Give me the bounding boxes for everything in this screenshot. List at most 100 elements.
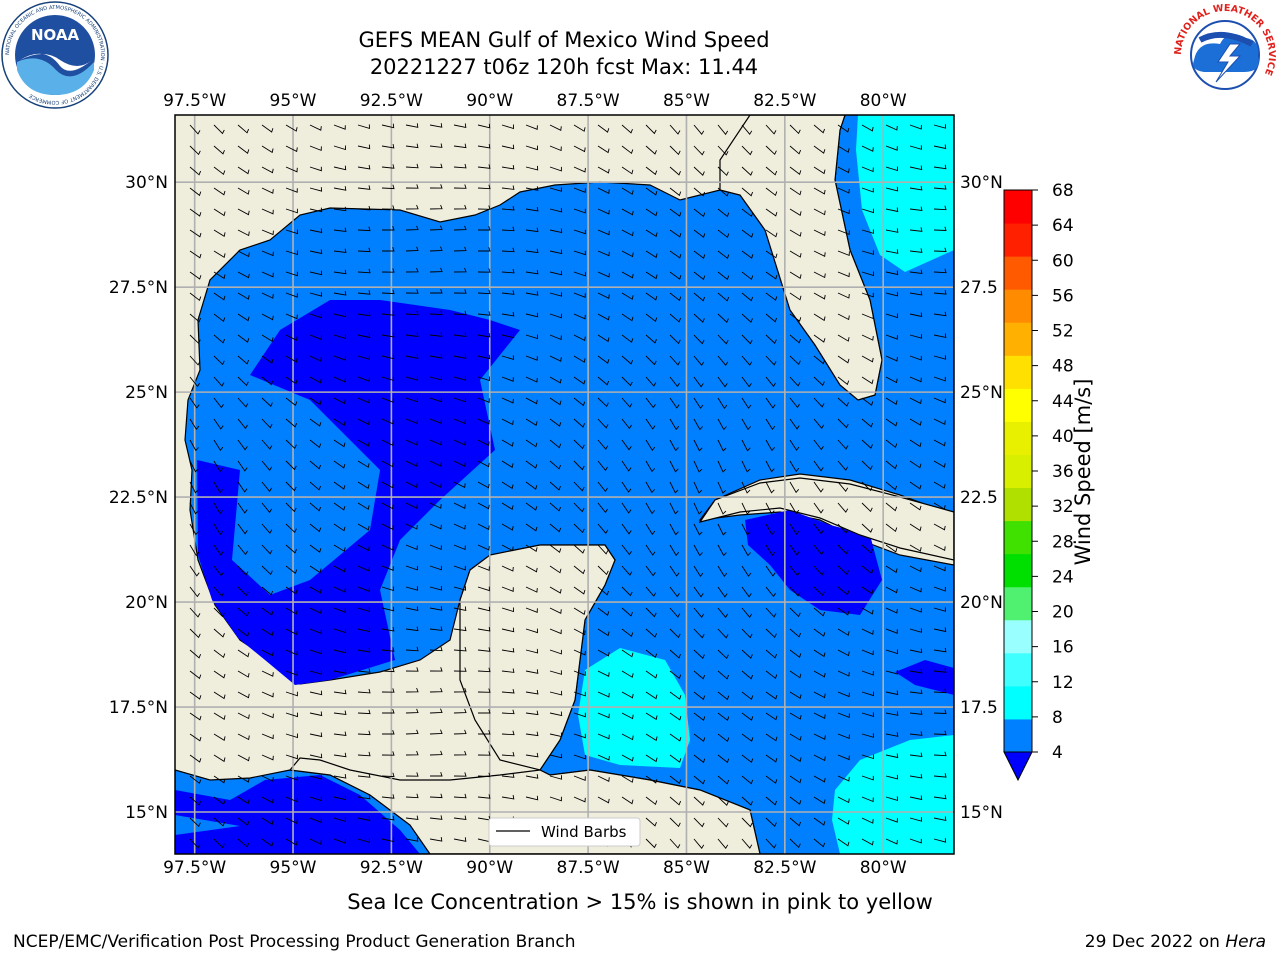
wind-barb bbox=[717, 166, 729, 177]
colorbar-segment bbox=[1004, 322, 1032, 356]
wind-barb bbox=[333, 227, 347, 233]
wind-barb bbox=[645, 481, 655, 494]
wind-barb bbox=[573, 796, 586, 803]
wind-barb bbox=[429, 750, 443, 756]
wind-barb bbox=[597, 229, 610, 236]
wind-barb bbox=[573, 334, 586, 342]
wind-barb bbox=[405, 123, 419, 128]
wind-barb bbox=[597, 250, 610, 257]
wind-barb bbox=[741, 733, 754, 742]
wind-barb bbox=[261, 607, 274, 616]
wind-barb bbox=[861, 166, 874, 173]
wind-barb bbox=[453, 397, 466, 403]
lat-tick-label: 27.5 bbox=[960, 278, 998, 298]
wind-barb bbox=[189, 460, 199, 473]
wind-barb bbox=[477, 418, 490, 425]
wind-barb bbox=[285, 502, 297, 513]
wind-barb bbox=[717, 355, 729, 366]
lat-tick-label: 15°N bbox=[125, 803, 168, 823]
wind-barb bbox=[405, 523, 418, 530]
footer-date: 29 Dec 2022 on Hera bbox=[1084, 932, 1266, 952]
wind-barb bbox=[885, 249, 899, 254]
wind-barb bbox=[453, 184, 467, 189]
wind-barb bbox=[813, 481, 824, 493]
wind-barb bbox=[405, 793, 419, 799]
wind-barb bbox=[909, 817, 923, 822]
wind-barb bbox=[309, 775, 323, 780]
wind-barb bbox=[525, 502, 538, 511]
wind-barb bbox=[741, 481, 751, 494]
wind-barb bbox=[405, 143, 419, 149]
wind-barb bbox=[237, 376, 249, 387]
wind-barb bbox=[693, 817, 705, 828]
wind-barb bbox=[645, 397, 656, 409]
wind-barb bbox=[189, 208, 202, 217]
wind-barb bbox=[189, 418, 200, 430]
wind-barb bbox=[429, 375, 443, 381]
wind-barb bbox=[549, 145, 562, 152]
wind-barb bbox=[189, 523, 199, 536]
wind-barb bbox=[621, 607, 633, 617]
colorbar-under-arrow bbox=[1003, 751, 1033, 782]
wind-barb bbox=[549, 313, 562, 319]
legend-label: Wind Barbs bbox=[541, 823, 627, 841]
wind-barb bbox=[381, 606, 395, 612]
wind-barb bbox=[741, 376, 752, 388]
wind-barb bbox=[813, 397, 825, 408]
wind-barb bbox=[813, 565, 825, 576]
wind-barb bbox=[189, 565, 200, 577]
wind-barb bbox=[501, 205, 515, 211]
wind-barb bbox=[693, 355, 705, 366]
wind-barb bbox=[837, 712, 850, 719]
wind-barb bbox=[237, 166, 250, 175]
wind-barb bbox=[765, 355, 777, 366]
wind-barb bbox=[789, 754, 802, 763]
wind-barb bbox=[885, 732, 899, 737]
wind-barb bbox=[597, 649, 610, 657]
wind-barb bbox=[189, 586, 200, 598]
lon-tick-label: 87.5°W bbox=[557, 91, 620, 111]
wind-barb bbox=[789, 208, 802, 217]
wind-barb bbox=[861, 292, 874, 298]
wind-barb bbox=[477, 626, 491, 632]
lat-tick-label: 25°N bbox=[960, 383, 1003, 403]
wind-barb bbox=[621, 271, 634, 279]
wind-barb bbox=[381, 565, 394, 571]
wind-barb bbox=[333, 731, 347, 737]
wind-barb bbox=[285, 691, 298, 697]
colorbar-segment bbox=[1004, 619, 1032, 654]
wind-barb bbox=[813, 292, 826, 300]
wind-barb bbox=[885, 397, 898, 406]
wind-barb bbox=[309, 796, 322, 802]
wind-barb bbox=[909, 669, 923, 674]
wind-barb bbox=[357, 124, 370, 130]
wind-barb bbox=[669, 586, 680, 598]
wind-barb bbox=[501, 648, 515, 653]
wind-barb bbox=[237, 313, 250, 322]
wind-barb bbox=[453, 332, 467, 338]
wind-barb bbox=[597, 166, 610, 174]
wind-barb bbox=[885, 228, 899, 233]
wind-barb bbox=[765, 271, 778, 280]
wind-barb bbox=[285, 271, 298, 277]
wind-barb bbox=[789, 712, 802, 720]
wind-barb bbox=[789, 187, 802, 196]
wind-barb bbox=[789, 439, 800, 451]
wind-barb bbox=[669, 397, 680, 409]
colorbar bbox=[1003, 189, 1033, 782]
wind-barb bbox=[549, 418, 562, 427]
wind-barb bbox=[813, 313, 826, 322]
wind-barb bbox=[909, 628, 922, 633]
wind-barb bbox=[382, 226, 395, 231]
wind-barb bbox=[189, 754, 202, 763]
wind-barb bbox=[933, 439, 946, 447]
wind-barb bbox=[861, 418, 874, 428]
wind-barb bbox=[789, 628, 802, 638]
wind-barb bbox=[525, 607, 538, 613]
wind-barb bbox=[477, 311, 491, 316]
wind-barb bbox=[549, 207, 563, 213]
wind-barb bbox=[477, 647, 491, 652]
wind-barb bbox=[669, 628, 681, 639]
wind-barb bbox=[789, 166, 802, 175]
wind-barb bbox=[765, 523, 775, 536]
